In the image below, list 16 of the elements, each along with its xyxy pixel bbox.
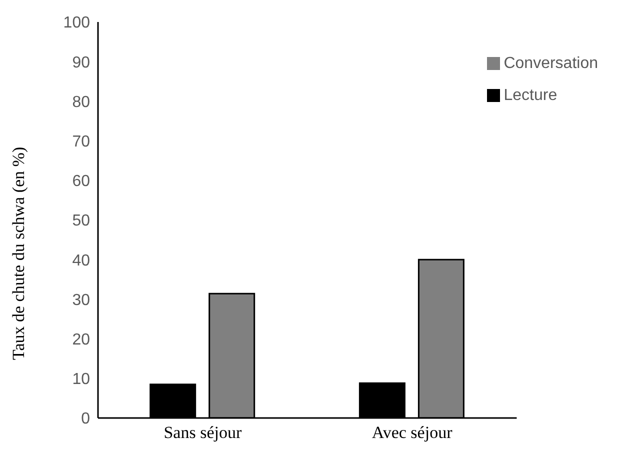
y-tick-label: 60 — [72, 173, 90, 190]
y-tick-label: 0 — [81, 410, 90, 428]
x-tick-label: Sans séjour — [164, 423, 242, 442]
y-tick-label: 50 — [72, 212, 90, 230]
legend-label: Conversation — [504, 55, 598, 72]
y-tick-label: 10 — [72, 371, 90, 388]
y-axis-title: Taux de chute du schwa (en %) — [9, 146, 28, 360]
y-tick-label: 80 — [72, 94, 90, 111]
legend-label: Lecture — [504, 87, 558, 104]
y-tick-label: 30 — [72, 292, 90, 309]
y-tick-label: 100 — [63, 14, 90, 32]
y-tick-label: 40 — [72, 252, 90, 270]
y-tick-label: 90 — [72, 54, 90, 72]
x-tick-label: Avec séjour — [372, 423, 453, 442]
y-tick-label: 70 — [72, 133, 90, 150]
y-tick-label: 20 — [72, 331, 90, 348]
